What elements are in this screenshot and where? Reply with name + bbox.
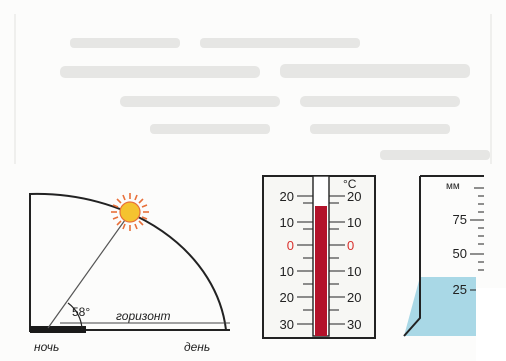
left-scale-label: 20 (280, 290, 294, 305)
night-label: ночь (34, 340, 59, 354)
right-scale-label: 20 (347, 189, 361, 204)
night-bar (30, 326, 86, 333)
left-scale-label: 20 (280, 189, 294, 204)
sun-ray-line (47, 212, 131, 329)
water-fill (404, 277, 476, 336)
left-scale-zero: 0 (287, 238, 294, 253)
day-label: день (184, 340, 210, 354)
right-scale-label: 10 (347, 264, 361, 279)
right-scale-label: 10 (347, 215, 361, 230)
faded-background-text (14, 14, 492, 164)
sky-arc (29, 192, 227, 331)
right-scale-label: 20 (347, 290, 361, 305)
celsius-unit: °C (343, 177, 357, 191)
cropped-edge (476, 288, 506, 361)
mm-unit: мм (446, 181, 460, 192)
mercury-column (315, 206, 327, 336)
angle-label: 58° (72, 305, 90, 319)
angle-arc (67, 302, 83, 331)
left-scale-label: 10 (280, 215, 294, 230)
right-scale-label: 30 (347, 317, 361, 332)
sun-icon (111, 193, 149, 231)
left-scale-label: 30 (280, 317, 294, 332)
gauge-ticks (470, 187, 484, 299)
gauge-scale-label: 25 (453, 282, 467, 297)
thermometer-right-ticks (329, 195, 345, 325)
right-scale-zero: 0 (347, 238, 354, 253)
left-scale-label: 10 (280, 264, 294, 279)
gauge-outline (403, 176, 421, 337)
horizon-label: горизонт (116, 309, 171, 323)
thermometer-left-ticks (297, 195, 313, 325)
gauge-scale-label: 50 (453, 246, 467, 261)
gauge-scale-label: 75 (453, 212, 467, 227)
